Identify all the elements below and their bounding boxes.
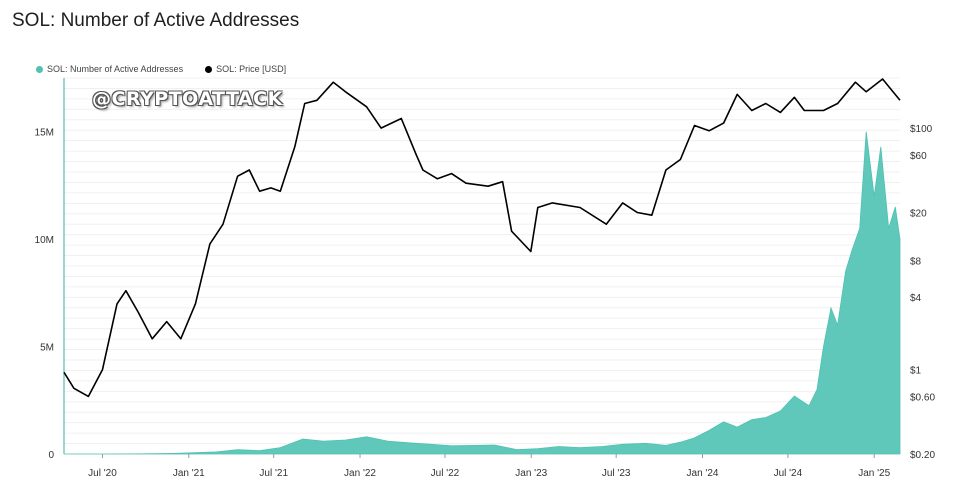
legend-item-price[interactable]: SOL: Price [USD] bbox=[205, 64, 286, 74]
y-right-tick-label: $4 bbox=[910, 293, 922, 304]
y-left-tick-label: 5M bbox=[40, 343, 54, 354]
chart-title: SOL: Number of Active Addresses bbox=[12, 10, 300, 31]
chart-legend: SOL: Number of Active Addresses SOL: Pri… bbox=[36, 64, 286, 74]
x-tick-label: Jan '24 bbox=[687, 468, 719, 479]
legend-swatch-active-addresses bbox=[36, 65, 43, 73]
x-tick-label: Jul '23 bbox=[602, 468, 631, 479]
x-tick-label: Jul '24 bbox=[774, 468, 803, 479]
series-line-price bbox=[63, 78, 901, 398]
x-tick-label: Jul '22 bbox=[431, 468, 460, 479]
x-tick-label: Jan '23 bbox=[515, 468, 547, 479]
x-tick-label: Jul '21 bbox=[259, 468, 288, 479]
x-tick-label: Jan '21 bbox=[173, 468, 205, 479]
y-right-tick-label: $0.20 bbox=[910, 450, 935, 461]
legend-label-price: SOL: Price [USD] bbox=[216, 64, 287, 74]
y-right-tick-label: $20 bbox=[910, 209, 927, 220]
legend-swatch-price bbox=[205, 65, 213, 73]
x-tick-label: Jul '20 bbox=[88, 468, 117, 479]
x-tick-label: Jan '25 bbox=[858, 468, 890, 479]
x-tick-label: Jan '22 bbox=[344, 468, 376, 479]
y-left-tick-label: 15M bbox=[35, 128, 54, 139]
y-right-tick-label: $0.60 bbox=[910, 392, 935, 403]
y-left-tick-label: 0 bbox=[48, 450, 54, 461]
legend-item-active-addresses[interactable]: SOL: Number of Active Addresses bbox=[36, 64, 183, 74]
y-right-tick-label: $60 bbox=[910, 151, 927, 162]
y-right-tick-label: $8 bbox=[910, 257, 922, 268]
watermark-text: @CRYPTOATTACK bbox=[92, 88, 283, 110]
legend-label-active-addresses: SOL: Number of Active Addresses bbox=[47, 64, 184, 74]
series-area-active-addresses bbox=[64, 131, 901, 455]
y-right-tick-label: $1 bbox=[910, 366, 922, 377]
y-left-tick-label: 10M bbox=[35, 235, 54, 246]
y-right-tick-label: $100 bbox=[910, 124, 933, 135]
